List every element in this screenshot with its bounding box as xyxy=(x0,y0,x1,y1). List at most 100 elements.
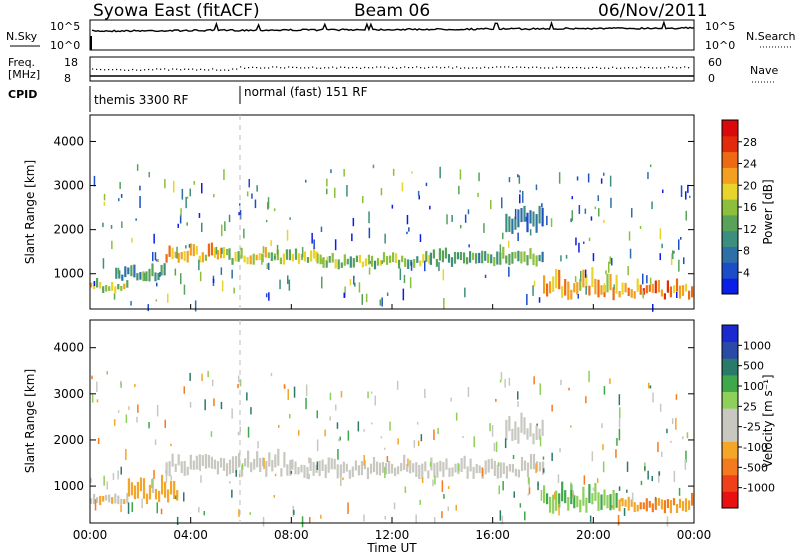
echo-cell xyxy=(524,511,526,521)
echo-cell xyxy=(90,498,93,504)
nave-point xyxy=(644,67,646,69)
echo-cell xyxy=(333,458,336,470)
echo-cell xyxy=(532,211,535,227)
echo-cell xyxy=(212,278,215,283)
echo-cell xyxy=(327,457,330,473)
echo-cell xyxy=(99,282,102,289)
colorbar-swatch xyxy=(722,474,738,492)
echo-cell xyxy=(682,436,684,440)
echo-cell xyxy=(351,233,353,242)
echo-cell xyxy=(322,257,325,268)
nave-point xyxy=(316,67,318,69)
echo-cell xyxy=(168,461,171,477)
echo-cell xyxy=(291,253,294,262)
echo-cell xyxy=(165,474,168,483)
echo-cell xyxy=(487,459,490,473)
echo-cell xyxy=(557,474,560,483)
echo-cell xyxy=(577,294,579,299)
echo-cell xyxy=(645,498,648,512)
echo-cell xyxy=(511,428,514,441)
echo-cell xyxy=(237,251,240,262)
echo-cell xyxy=(689,195,691,198)
echo-cell xyxy=(647,470,649,480)
echo-cell xyxy=(151,263,154,277)
echo-cell xyxy=(180,461,183,473)
echo-cell xyxy=(353,275,355,285)
echo-cell xyxy=(579,499,582,513)
velocity-y-axis: 1000 2000 3000 4000 xyxy=(53,341,694,493)
echo-cell xyxy=(409,460,412,474)
echo-cell xyxy=(246,191,249,197)
echo-cell xyxy=(609,175,612,187)
nave-point xyxy=(544,67,546,69)
echo-cell xyxy=(278,424,280,428)
echo-cell xyxy=(164,179,166,189)
echo-cell xyxy=(291,459,294,470)
echo-cell xyxy=(619,407,621,419)
echo-cell xyxy=(114,286,117,294)
echo-cell xyxy=(309,458,312,471)
echo-cell xyxy=(170,475,172,480)
echo-cell xyxy=(102,496,105,502)
echo-cell xyxy=(560,379,562,386)
echo-cell xyxy=(552,494,555,514)
echo-cell xyxy=(598,208,600,217)
echo-cell xyxy=(325,260,328,268)
echo-cell xyxy=(155,259,158,262)
echo-cell xyxy=(268,262,270,270)
echo-cell xyxy=(189,372,191,381)
nave-point xyxy=(208,69,210,71)
nave-point xyxy=(360,67,362,69)
echo-cell xyxy=(120,466,122,475)
echo-cell xyxy=(131,502,133,512)
echo-cell xyxy=(535,184,538,191)
colorbar-tick: 28 xyxy=(743,136,757,149)
nave-point xyxy=(112,69,114,71)
echo-cell xyxy=(654,280,657,294)
nave-point xyxy=(104,69,106,71)
colorbar-swatch xyxy=(722,230,738,247)
nave-point xyxy=(436,66,438,68)
echo-cell xyxy=(502,462,505,474)
echo-cell xyxy=(113,293,116,300)
echo-cell xyxy=(164,481,167,498)
echo-cell xyxy=(636,278,639,292)
echo-cell xyxy=(201,455,204,466)
echo-cell xyxy=(213,194,215,198)
echo-cell xyxy=(660,499,663,510)
echo-cell xyxy=(243,255,246,263)
echo-cell xyxy=(627,266,629,276)
nave-point xyxy=(272,66,274,68)
echo-cell xyxy=(403,274,406,284)
echo-cell xyxy=(284,385,286,389)
echo-cell xyxy=(615,274,618,294)
nave-point xyxy=(332,66,334,68)
echo-cell xyxy=(529,210,532,224)
echo-cell xyxy=(346,258,349,265)
nave-point xyxy=(220,69,222,71)
echo-cell xyxy=(499,252,502,265)
echo-cell xyxy=(606,273,609,293)
echo-cell xyxy=(319,254,322,265)
echo-cell xyxy=(397,438,399,445)
echo-cell xyxy=(657,442,659,452)
echo-cell xyxy=(398,259,401,269)
echo-cell xyxy=(535,463,537,474)
nave-point xyxy=(556,66,558,68)
nave-point xyxy=(512,67,514,69)
echo-cell xyxy=(358,282,361,293)
echo-cell xyxy=(199,465,201,472)
echo-cell xyxy=(241,463,244,470)
echo-cell xyxy=(466,466,469,479)
echo-cell xyxy=(484,274,487,278)
echo-cell xyxy=(444,247,447,259)
nave-point xyxy=(176,68,178,70)
echo-cell xyxy=(153,233,155,244)
nave-point xyxy=(452,67,454,69)
echo-cell xyxy=(120,286,123,291)
echo-cell xyxy=(315,251,317,262)
power-y-axis: 1000 2000 3000 4000 xyxy=(53,134,694,281)
echo-cell xyxy=(171,247,174,260)
echo-cell xyxy=(447,506,449,512)
echo-cell xyxy=(443,494,445,499)
